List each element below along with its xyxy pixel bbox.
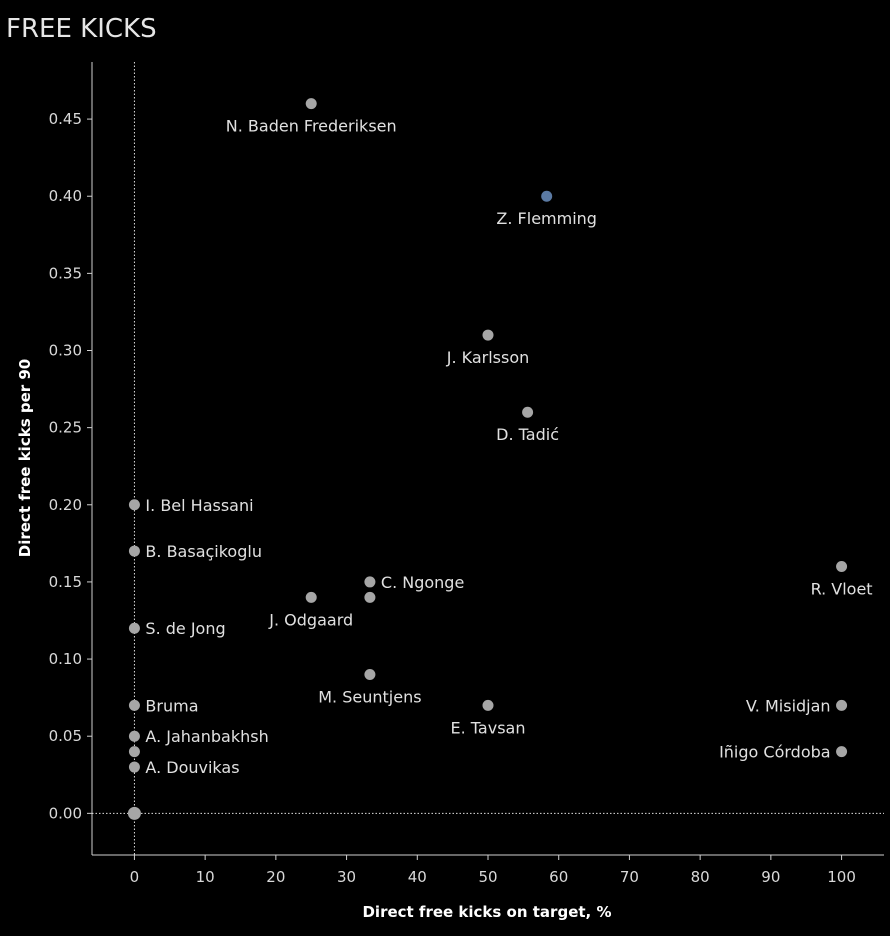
x-tick-label: 100 (827, 868, 856, 886)
point-label: R. Vloet (811, 579, 873, 598)
data-point[interactable] (128, 746, 140, 758)
point-label: V. Misidjan (746, 696, 831, 715)
x-tick-label: 50 (478, 868, 497, 886)
x-tick-label: 90 (761, 868, 780, 886)
point-label: Bruma (145, 696, 198, 715)
data-point[interactable] (128, 730, 140, 742)
point-labels: N. Baden Frederiksen Z. Flemming J. Karlss… (145, 117, 872, 777)
data-point[interactable] (541, 190, 553, 202)
data-point[interactable] (836, 699, 848, 711)
point-label: J. Karlsson (446, 348, 530, 367)
y-axis-ticks: 0.00 0.05 0.10 0.15 0.20 0.25 0.30 0.35 0.40 0.45 (49, 110, 92, 822)
data-point[interactable] (128, 499, 140, 511)
point-label: I. Bel Hassani (145, 496, 253, 515)
data-point[interactable] (128, 622, 140, 634)
y-tick-label: 0.25 (49, 419, 82, 437)
x-tick-label: 70 (620, 868, 639, 886)
point-label: M. Seuntjens (318, 687, 421, 706)
point-label: D. Tadić (496, 425, 559, 444)
reference-lines (92, 62, 884, 855)
x-axis-label: Direct free kicks on target, % (362, 903, 611, 921)
y-axis-label: Direct free kicks per 90 (16, 359, 34, 557)
data-point[interactable] (128, 699, 140, 711)
point-label: Z. Flemming (496, 209, 597, 228)
point-label: Iñigo Córdoba (719, 743, 831, 762)
x-tick-label: 30 (337, 868, 356, 886)
x-tick-label: 20 (266, 868, 285, 886)
y-tick-label: 0.40 (49, 187, 82, 205)
data-point[interactable] (522, 406, 534, 418)
point-label: A. Douvikas (145, 758, 239, 777)
point-label: B. Basaçikoglu (145, 542, 262, 561)
x-tick-label: 60 (549, 868, 568, 886)
point-label: J. Odgaard (268, 610, 353, 629)
data-point[interactable] (364, 591, 376, 603)
y-tick-label: 0.30 (49, 342, 82, 360)
point-label: A. Jahanbakhsh (145, 727, 268, 746)
data-point[interactable] (482, 329, 494, 341)
point-label: E. Tavsan (451, 718, 526, 737)
data-point[interactable] (305, 591, 317, 603)
data-point[interactable] (836, 560, 848, 572)
y-tick-label: 0.10 (49, 650, 82, 668)
y-tick-label: 0.15 (49, 573, 82, 591)
data-point[interactable] (836, 746, 848, 758)
y-tick-label: 0.35 (49, 264, 82, 282)
data-point[interactable] (482, 699, 494, 711)
y-tick-label: 0.20 (49, 496, 82, 514)
data-point[interactable] (364, 668, 376, 680)
data-point[interactable] (305, 98, 317, 110)
data-point[interactable] (127, 806, 141, 820)
chart-title: FREE KICKS (6, 14, 157, 44)
data-points (127, 98, 848, 820)
y-tick-label: 0.05 (49, 727, 82, 745)
data-point[interactable] (128, 761, 140, 773)
y-tick-label: 0.45 (49, 110, 82, 128)
x-axis-ticks: 0 10 20 30 40 50 60 70 80 90 100 (130, 855, 856, 886)
x-tick-label: 0 (130, 868, 140, 886)
data-point[interactable] (364, 576, 376, 588)
x-tick-label: 40 (408, 868, 427, 886)
y-tick-label: 0.00 (49, 804, 82, 822)
point-label: S. de Jong (145, 619, 225, 638)
x-tick-label: 10 (196, 868, 215, 886)
point-label: C. Ngonge (381, 573, 464, 592)
data-point[interactable] (128, 545, 140, 557)
x-tick-label: 80 (691, 868, 710, 886)
point-label: N. Baden Frederiksen (226, 117, 397, 136)
